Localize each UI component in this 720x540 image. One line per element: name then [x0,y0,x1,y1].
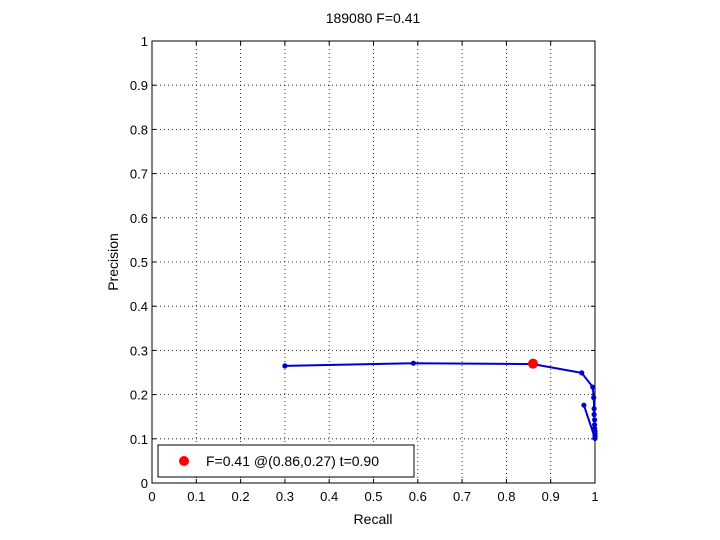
y-tick-label: 0.5 [130,255,148,270]
y-tick-label: 0.6 [130,211,148,226]
y-tick-label: 0.4 [130,299,148,314]
pr-curve-point [282,363,288,369]
y-tick-label: 0.1 [130,432,148,447]
x-tick-label: 0.1 [187,489,205,504]
pr-curve-point [592,435,598,441]
best-f-point [527,358,538,369]
pr-curve-point [591,395,597,401]
chart-title: 189080 F=0.41 [326,10,421,26]
x-tick-label: 0.9 [542,489,560,504]
x-tick-label: 1 [591,489,598,504]
x-axis-label: Recall [354,511,393,527]
x-tick-label: 0.5 [364,489,382,504]
x-tick-label: 0.2 [232,489,250,504]
y-axis-label: Precision [105,233,121,291]
axis-ticks [151,40,596,484]
pr-curve-line [284,362,596,440]
pr-curve-point [410,360,416,366]
x-tick-label: 0.4 [320,489,338,504]
pr-curve-point [591,406,597,412]
x-tick-labels: 0 0.1 0.2 0.3 0.4 0.5 0.6 0.7 0.8 0.9 1 [148,489,598,504]
legend-label: F=0.41 @(0.86,0.27) t=0.90 [206,453,379,469]
x-tick-label: 0 [148,489,155,504]
x-tick-label: 0.8 [497,489,515,504]
x-tick-label: 0.6 [409,489,427,504]
pr-curve-point [581,402,587,408]
legend: F=0.41 @(0.86,0.27) t=0.90 [157,444,415,478]
pr-curve-point [590,384,596,390]
pr-curve-point [591,411,597,418]
series-layer [282,358,598,441]
pr-curve-point [579,370,585,376]
x-tick-label: 0.7 [453,489,471,504]
pr-curve-point [592,417,598,423]
y-tick-label: 0.2 [130,388,148,403]
legend-marker [179,456,189,466]
grid-lines [152,41,595,483]
y-tick-label: 0.9 [130,78,148,93]
legend-box [157,444,415,478]
y-tick-label: 0.7 [130,167,148,182]
y-tick-label: 0.3 [130,343,148,358]
x-tick-label: 0.3 [276,489,294,504]
y-tick-label: 1 [141,34,148,49]
y-tick-labels: 0 0.1 0.2 0.3 0.4 0.5 0.6 0.7 0.8 0.9 1 [130,34,148,491]
y-tick-label: 0.8 [130,122,148,137]
y-tick-label: 0 [141,476,148,491]
